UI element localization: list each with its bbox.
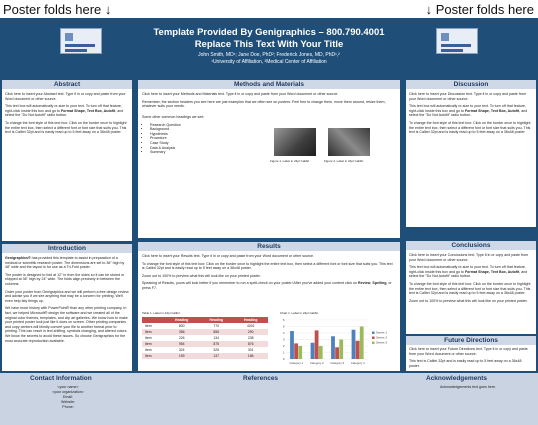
- poster-title-line2: Replace This Text With Your Title: [194, 39, 344, 50]
- conclusions-text: Click here to insert your Conclusions te…: [409, 253, 531, 303]
- list-item: Hypothesis: [150, 132, 252, 137]
- abstract-text: Click here to insert your Abstract text.…: [5, 92, 127, 135]
- discussion-heading: Discussion: [406, 80, 536, 89]
- x-tick-label: Category 2: [310, 361, 324, 365]
- chart-bar: [331, 336, 335, 359]
- y-tick-label: 0: [283, 357, 285, 361]
- abstract-panel: Abstract Click here to insert your Abstr…: [2, 80, 132, 241]
- methods-panel: Methods and Materials Click here to inse…: [138, 80, 400, 238]
- future-directions-text: Click here to insert your Future Directi…: [409, 347, 528, 368]
- legend-swatch: [372, 331, 375, 334]
- methods-list: Some other common headings we see: Resea…: [142, 115, 252, 155]
- legend-swatch: [372, 341, 375, 344]
- list-item: Case Study: [150, 141, 252, 146]
- x-tick-label: Category 4: [351, 361, 365, 365]
- list-item: Summary: [150, 150, 252, 155]
- list-item: Procedure: [150, 136, 252, 141]
- legend-swatch: [372, 336, 375, 339]
- chart-bar: [298, 346, 303, 359]
- affiliations: ¹University of Affiliation, ²Medical Cen…: [211, 59, 327, 65]
- table-row: Item 356 856 290: [142, 329, 268, 335]
- figure-2-image: [328, 128, 370, 156]
- results-text: Click here to insert your Results text. …: [142, 254, 393, 290]
- future-directions-heading: Future Directions: [406, 336, 536, 345]
- acknowledgements-text: Acknowledgements text goes here.: [440, 385, 496, 389]
- legend-entry: Series 3: [376, 341, 387, 345]
- fold-marker-right: ↓ Poster folds here: [425, 2, 534, 17]
- future-directions-panel: Future Directions Click here to insert y…: [406, 336, 536, 371]
- poster-footer: Contact Information <your name> <your or…: [0, 373, 538, 425]
- chart-bar: [310, 342, 315, 359]
- table-row: Item 324 325 301: [142, 347, 268, 353]
- results-table: Heading Heading Heading Item 800 770 4001 I…: [142, 317, 268, 359]
- conclusions-heading: Conclusions: [406, 241, 536, 250]
- legend-entry: Series 2: [376, 336, 387, 340]
- results-bar-chart: 0 1 2 3 4 5 6 Category 1 Category 2 Category 3 Cat…: [278, 317, 394, 367]
- list-item: Research Question: [150, 123, 252, 128]
- discussion-panel: Discussion Click here to insert your Dis…: [406, 80, 536, 227]
- logo-right: [436, 28, 478, 54]
- list-item: Background: [150, 127, 252, 132]
- abstract-heading: Abstract: [2, 80, 132, 89]
- x-tick-label: Category 3: [330, 361, 344, 365]
- chart-bar: [335, 347, 339, 359]
- methods-heading: Methods and Materials: [138, 80, 400, 89]
- poster-title-line1: Template Provided By Genigraphics – 800.…: [153, 27, 385, 38]
- x-tick-label: Category 1: [289, 361, 303, 365]
- poster-header: Template Provided By Genigraphics – 800.…: [0, 18, 538, 76]
- chart-caption: Chart 1. Label in 24pt Calibri.: [280, 311, 319, 315]
- contact-heading: Contact Information: [30, 375, 92, 382]
- introduction-text: Genigraphics® has provided this template…: [5, 256, 129, 343]
- poster: Template Provided By Genigraphics – 800.…: [0, 18, 538, 425]
- chart-bar: [294, 343, 298, 359]
- contact-info: <your name> <your organization> Email: W…: [52, 385, 84, 409]
- chart-bar: [355, 340, 360, 359]
- list-item: Data & Analysis: [150, 146, 252, 151]
- chart-bar: [314, 330, 319, 359]
- y-tick-label: 2: [283, 344, 285, 348]
- introduction-panel: Introduction Genigraphics® has provided …: [2, 244, 132, 371]
- chart-bar: [290, 331, 294, 359]
- legend-entry: Series 1: [376, 331, 387, 335]
- fold-marker-left: Poster folds here ↓: [3, 2, 112, 17]
- table-row: Item 954 875 876: [142, 341, 268, 347]
- y-tick-label: 5: [283, 325, 285, 329]
- references-heading: References: [243, 375, 279, 382]
- chart-bar: [318, 346, 323, 359]
- figure-1-image: [274, 128, 316, 156]
- y-tick-label: 3: [283, 338, 285, 342]
- figure-1-caption: Figure 1. Label in 24pt Calibri.: [270, 159, 311, 163]
- chart-bar: [339, 339, 344, 359]
- y-tick-label: 4: [283, 331, 285, 335]
- chart-bar: [351, 329, 356, 359]
- authors: John Smith, MD¹; Jane Doe, PhD²; Frederi…: [198, 52, 340, 58]
- acknowledgements-heading: Acknowledgements: [426, 375, 488, 382]
- introduction-heading: Introduction: [2, 244, 132, 253]
- chart-bar: [359, 326, 364, 359]
- table-row: Item 159 137 186: [142, 353, 268, 359]
- table-header-row: Heading Heading Heading: [142, 317, 268, 323]
- conclusions-panel: Conclusions Click here to insert your Co…: [406, 241, 536, 334]
- table-caption: Table 1. Label in 24pt Calibri.: [142, 311, 181, 315]
- y-tick-label: 1: [283, 351, 285, 355]
- table-row: Item 800 770 4001: [142, 323, 268, 329]
- table-row: Item 226 134 238: [142, 335, 268, 341]
- y-tick-label: 6: [283, 318, 285, 322]
- logo-left: [60, 28, 102, 54]
- figure-2-caption: Figure 2. Label in 24pt Calibri.: [324, 159, 365, 163]
- results-panel: Results Click here to insert your Result…: [138, 242, 400, 371]
- discussion-text: Click here to insert your Discussion tex…: [409, 92, 531, 135]
- results-heading: Results: [138, 242, 400, 251]
- methods-text: Click here to insert your Methods and Ma…: [142, 92, 386, 109]
